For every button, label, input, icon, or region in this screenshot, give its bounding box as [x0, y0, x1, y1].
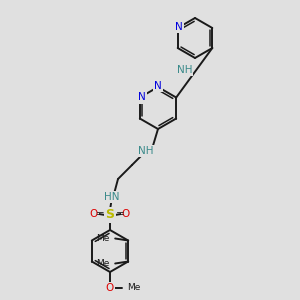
Text: N: N	[154, 81, 162, 91]
Text: N: N	[138, 92, 146, 103]
Text: Me: Me	[127, 284, 140, 292]
Text: NH: NH	[176, 65, 192, 75]
Text: =: =	[96, 209, 104, 220]
Text: HN: HN	[104, 192, 120, 202]
Text: N: N	[175, 22, 183, 32]
Text: Me: Me	[96, 234, 109, 243]
Text: NH: NH	[138, 146, 154, 156]
Text: Me: Me	[96, 259, 109, 268]
Text: O: O	[90, 209, 98, 219]
Text: =: =	[116, 209, 124, 220]
Text: S: S	[106, 208, 115, 221]
Text: O: O	[122, 209, 130, 219]
Text: O: O	[106, 283, 114, 293]
